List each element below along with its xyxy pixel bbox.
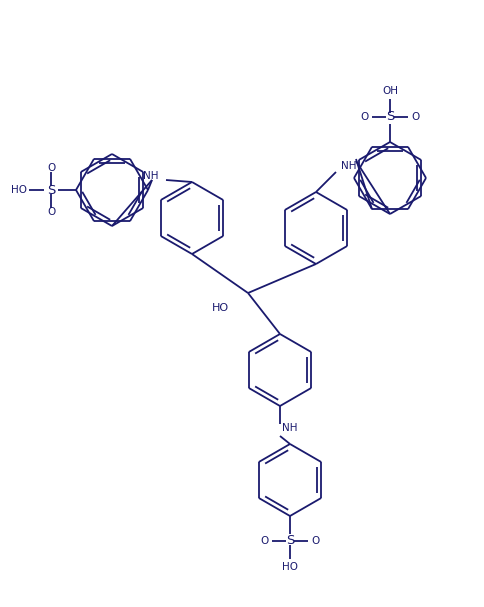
Text: O: O	[47, 207, 55, 217]
Text: O: O	[311, 536, 319, 546]
Text: HO: HO	[11, 185, 27, 195]
Text: HO: HO	[282, 562, 298, 572]
Text: S: S	[386, 110, 394, 123]
Text: S: S	[286, 535, 294, 548]
Text: S: S	[47, 183, 55, 197]
Text: O: O	[361, 112, 369, 122]
Text: O: O	[261, 536, 269, 546]
Text: OH: OH	[382, 86, 398, 96]
Text: NH: NH	[282, 423, 298, 433]
Text: O: O	[411, 112, 419, 122]
Text: NH: NH	[341, 161, 357, 171]
Text: O: O	[47, 163, 55, 173]
Text: NH: NH	[143, 171, 159, 181]
Text: HO: HO	[212, 303, 228, 313]
